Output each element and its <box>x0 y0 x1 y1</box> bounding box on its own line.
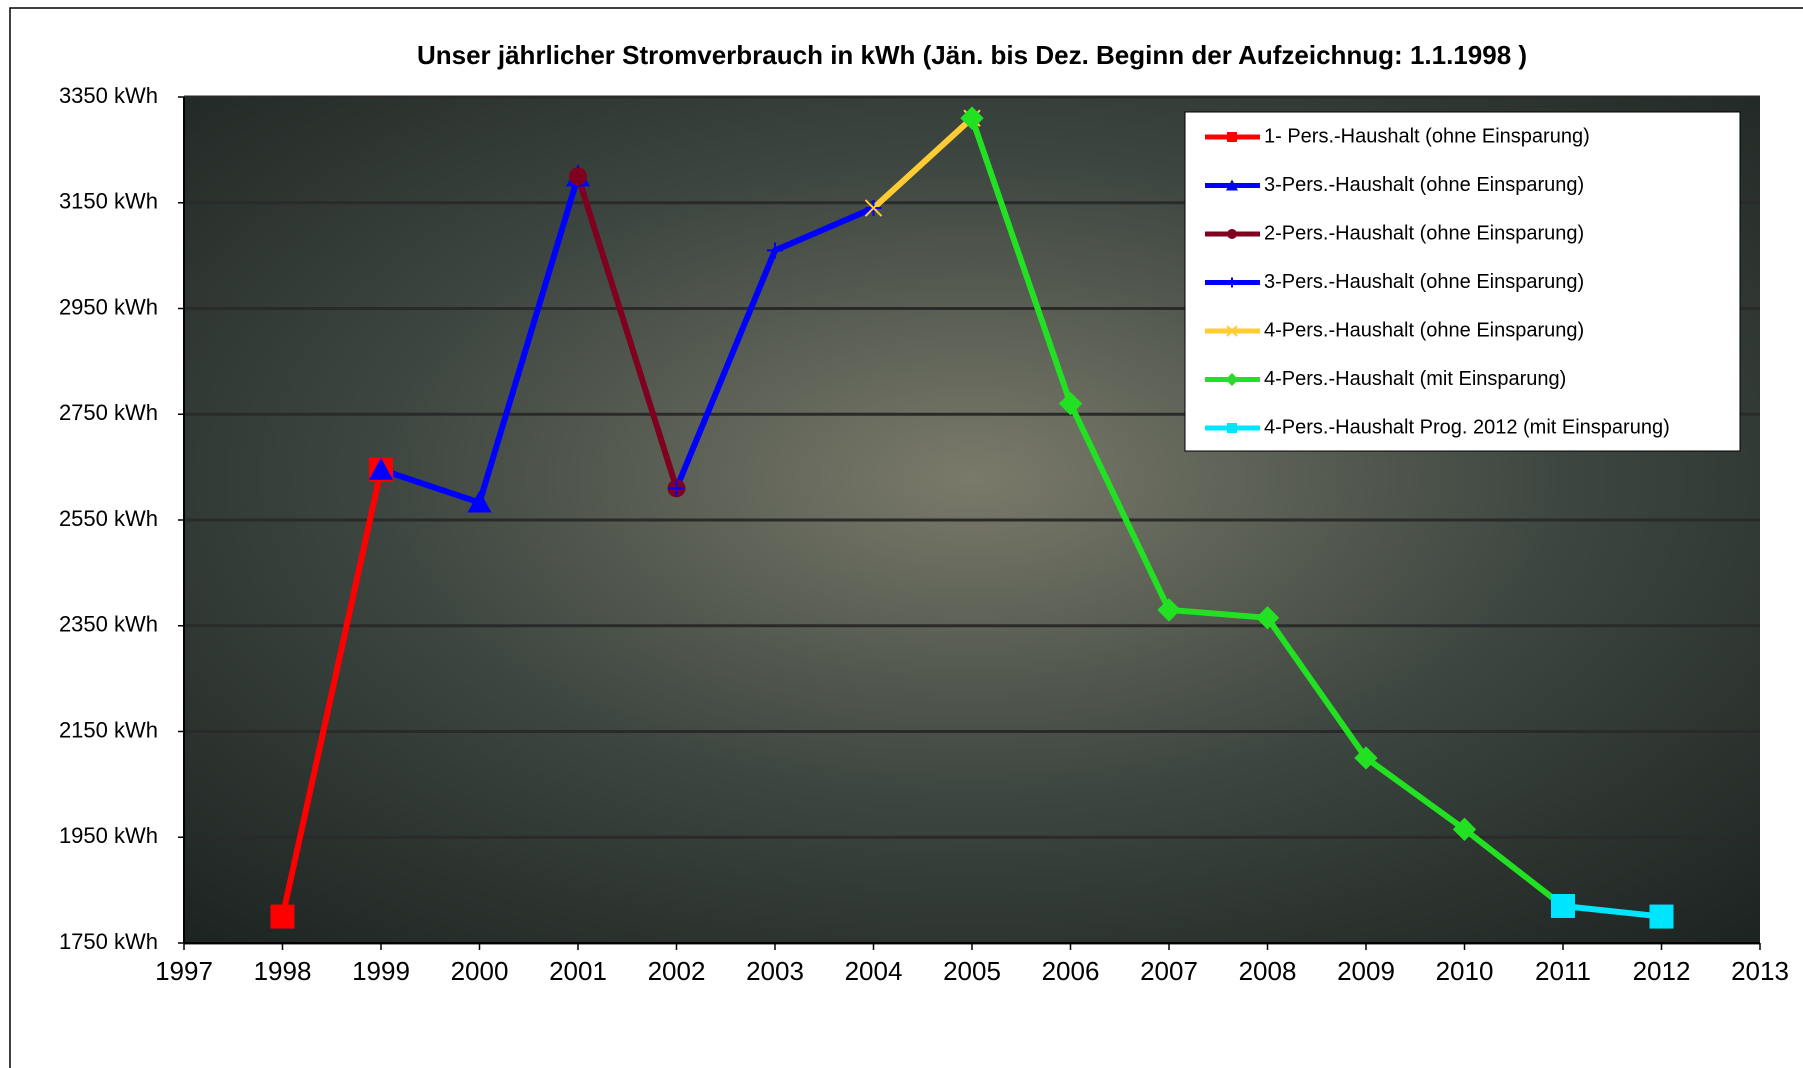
legend-label: 3-Pers.-Haushalt (ohne Einsparung) <box>1264 271 1584 293</box>
x-tick-label: 2005 <box>943 956 1001 986</box>
legend-label: 4-Pers.-Haushalt Prog. 2012 (mit Einspar… <box>1264 416 1670 438</box>
x-tick-label: 2004 <box>845 956 903 986</box>
y-tick-label: 3150 kWh <box>59 189 158 214</box>
x-tick-label: 2003 <box>746 956 804 986</box>
data-point <box>1650 905 1674 929</box>
x-tick-label: 1997 <box>155 956 213 986</box>
data-point <box>569 167 587 185</box>
legend-label: 3-Pers.-Haushalt (ohne Einsparung) <box>1264 174 1584 196</box>
page: {"chart_data": {"type": "line", "title":… <box>0 0 1803 1068</box>
y-tick-label: 2950 kWh <box>59 294 158 319</box>
y-tick-label: 2550 kWh <box>59 506 158 531</box>
data-point <box>1551 894 1575 918</box>
x-tick-label: 2011 <box>1535 956 1591 986</box>
x-tick-label: 2010 <box>1436 956 1494 986</box>
legend-marker <box>1227 423 1237 433</box>
chart-title: Unser jährlicher Stromverbrauch in kWh (… <box>417 40 1527 70</box>
legend-label: 2-Pers.-Haushalt (ohne Einsparung) <box>1264 222 1584 244</box>
legend-label: 4-Pers.-Haushalt (mit Einsparung) <box>1264 368 1566 390</box>
x-tick-label: 1998 <box>254 956 312 986</box>
y-tick-label: 1750 kWh <box>59 929 158 954</box>
x-tick-label: 2009 <box>1337 956 1395 986</box>
chart: Unser jährlicher Stromverbrauch in kWh (… <box>0 0 1803 1068</box>
legend-label: 4-Pers.-Haushalt (ohne Einsparung) <box>1264 319 1584 341</box>
y-tick-label: 2150 kWh <box>59 717 158 742</box>
x-tick-label: 2001 <box>549 956 607 986</box>
legend-marker <box>1227 132 1237 142</box>
data-point <box>271 905 295 929</box>
x-tick-label: 2013 <box>1731 956 1789 986</box>
y-tick-label: 2750 kWh <box>59 400 158 425</box>
x-tick-label: 2000 <box>451 956 509 986</box>
x-tick-label: 1999 <box>352 956 410 986</box>
legend-marker <box>1227 229 1237 239</box>
y-tick-label: 1950 kWh <box>59 823 158 848</box>
legend-label: 1- Pers.-Haushalt (ohne Einsparung) <box>1264 125 1590 147</box>
y-tick-label: 2350 kWh <box>59 612 158 637</box>
x-tick-label: 2008 <box>1239 956 1297 986</box>
x-tick-label: 2007 <box>1140 956 1198 986</box>
x-tick-label: 2012 <box>1633 956 1691 986</box>
y-tick-label: 3350 kWh <box>59 83 158 108</box>
x-tick-label: 2002 <box>648 956 706 986</box>
x-tick-label: 2006 <box>1042 956 1100 986</box>
